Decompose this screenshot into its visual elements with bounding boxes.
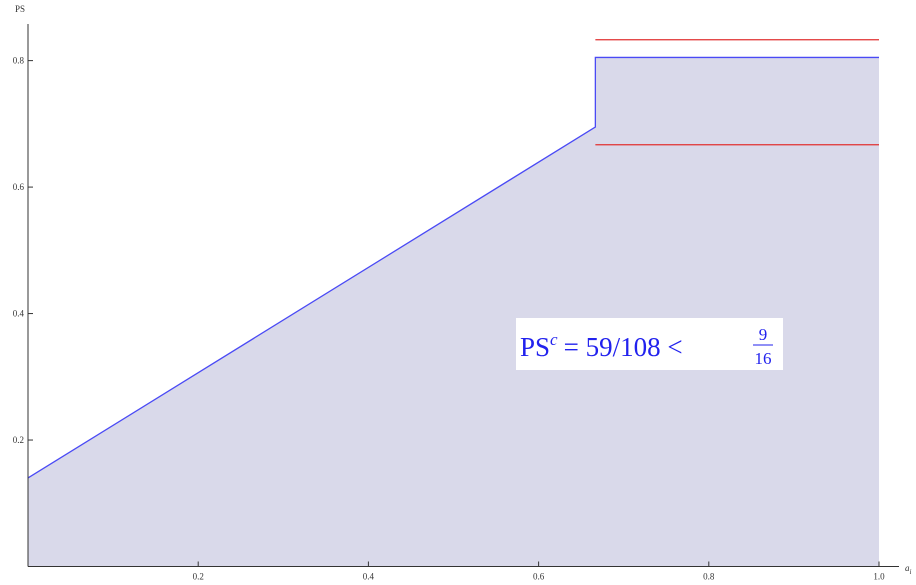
x-axis-label-main: a <box>905 563 910 573</box>
x-tick-label: 0.8 <box>703 572 715 582</box>
annotation-numerator: 9 <box>759 325 768 344</box>
x-tick-label: 0.4 <box>363 572 375 582</box>
x-tick-label: 1.0 <box>873 572 885 582</box>
y-tick-label: 0.8 <box>13 56 25 66</box>
area <box>28 57 879 567</box>
annotation-box <box>516 318 783 370</box>
plot-area <box>27 39 879 567</box>
x-axis-label: ai <box>905 563 912 576</box>
annotation: PSc = 59/108 < 9 16 <box>516 318 783 370</box>
x-tick-label: 0.2 <box>193 572 204 582</box>
y-tick-label: 0.2 <box>13 435 24 445</box>
y-axis-label: PS <box>15 4 25 14</box>
y-tick-label: 0.6 <box>13 182 25 192</box>
annotation-sup: c <box>550 330 558 349</box>
annotation-ps: PS <box>520 332 550 362</box>
annotation-denominator: 16 <box>755 349 772 368</box>
line <box>27 56 879 479</box>
x-axis-label-sub: i <box>910 568 912 576</box>
axes: 0.2 0.4 0.6 0.8 1.0 0.2 0.4 0.6 0.8 <box>13 24 899 582</box>
x-tick-label: 0.6 <box>533 572 545 582</box>
y-tick-label: 0.4 <box>13 309 25 319</box>
annotation-text: PSc = 59/108 < <box>520 330 683 362</box>
annotation-rest: = 59/108 < <box>564 332 683 362</box>
